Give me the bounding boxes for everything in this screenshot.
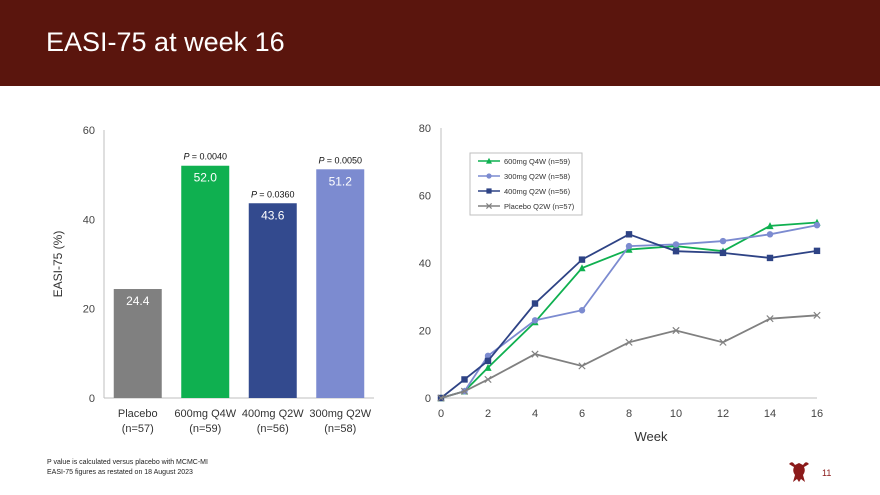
series-line (440, 314, 818, 399)
line-y-tick-label: 80 (419, 123, 431, 135)
bar-y-axis-label: EASI-75 (%) (51, 231, 65, 298)
data-point (719, 338, 727, 346)
bar-category-n-label: (n=59) (189, 423, 221, 435)
bar-category-label: Placebo (118, 408, 158, 420)
data-point (672, 247, 680, 255)
bar (113, 289, 162, 398)
data-point (719, 237, 727, 245)
bar-pvalue-label: P = 0.0040 (184, 152, 227, 162)
bar (316, 169, 365, 398)
bar-value-label: 51.2 (329, 174, 353, 188)
bar-y-tick-label: 40 (83, 214, 95, 226)
line-y-tick-label: 40 (419, 258, 431, 270)
legend-label: 300mg Q2W (n=58) (504, 172, 571, 181)
bar-value-label: 43.6 (261, 208, 285, 222)
line-y-tick-label: 20 (419, 326, 431, 338)
line-x-tick-label: 0 (438, 408, 444, 420)
data-point (766, 315, 774, 323)
legend-label: 400mg Q2W (n=56) (504, 187, 571, 196)
data-point (484, 375, 492, 384)
page-number: 11 (822, 468, 832, 478)
data-point (531, 300, 539, 307)
data-point (578, 264, 586, 272)
footnotes: P value is calculated versus placebo wit… (47, 458, 208, 478)
data-point (460, 387, 469, 395)
bar-category-n-label: (n=56) (257, 423, 289, 435)
line-y-tick-label: 60 (419, 191, 431, 203)
series-line (440, 233, 818, 399)
bar-y-tick-label: 60 (83, 125, 95, 137)
data-point (672, 326, 680, 335)
legend-marker (485, 202, 493, 210)
footnote-2: EASI-75 figures as restated on 18 August… (47, 469, 193, 476)
line-x-tick-label: 8 (626, 408, 632, 420)
line-x-tick-label: 16 (811, 408, 823, 420)
bar-value-label: 52.0 (194, 171, 218, 185)
legend-marker (486, 188, 492, 194)
data-point (625, 338, 633, 346)
bar (248, 203, 297, 398)
data-point (578, 362, 586, 370)
data-point (813, 247, 821, 255)
data-point (437, 394, 445, 402)
bar-category-n-label: (n=57) (122, 423, 154, 435)
legend-marker (486, 157, 492, 164)
bar-pvalue-label: P = 0.0360 (251, 189, 294, 199)
data-point (578, 256, 586, 263)
line-x-tick-label: 12 (717, 408, 729, 420)
line-x-tick-label: 6 (579, 408, 585, 420)
legend-marker (486, 173, 492, 179)
data-point (531, 317, 539, 324)
bar-y-tick-label: 20 (83, 304, 95, 316)
line-x-tick-label: 10 (670, 408, 682, 420)
bar (181, 165, 230, 398)
line-x-tick-label: 14 (764, 408, 776, 420)
data-point (461, 376, 468, 383)
bull-logo-icon (786, 458, 812, 489)
data-point (531, 350, 539, 358)
slide-header: EASI-75 at week 16 (0, 0, 880, 86)
data-point (766, 254, 774, 262)
data-point (625, 242, 633, 250)
bar-category-label: 600mg Q4W (174, 408, 236, 420)
series-line (440, 224, 818, 399)
line-x-axis-label: Week (635, 429, 668, 444)
data-point (766, 231, 774, 238)
data-point (484, 357, 492, 365)
legend-label: 600mg Q4W (n=59) (504, 157, 571, 166)
data-point (578, 307, 586, 314)
bar-category-label: 400mg Q2W (242, 408, 304, 420)
data-point (813, 311, 821, 319)
footnote-1: P value is calculated versus placebo wit… (47, 459, 208, 466)
line-x-tick-label: 2 (485, 408, 491, 420)
data-point (672, 241, 680, 248)
bar-value-label: 24.4 (126, 294, 150, 308)
slide-title: EASI-75 at week 16 (46, 27, 285, 57)
bar-pvalue-label: P = 0.0050 (319, 155, 362, 165)
legend-label: Placebo Q2W (n=57) (504, 202, 575, 211)
data-point (766, 222, 774, 230)
data-point (484, 363, 492, 371)
bar-category-n-label: (n=58) (324, 423, 356, 435)
data-point (625, 231, 633, 238)
data-point (484, 352, 492, 360)
line-y-tick-label: 0 (425, 393, 431, 405)
data-point (813, 222, 821, 229)
bar-category-label: 300mg Q2W (309, 408, 371, 420)
data-point (719, 249, 727, 257)
line-x-tick-label: 4 (532, 408, 538, 420)
bar-y-tick-label: 0 (89, 393, 95, 405)
